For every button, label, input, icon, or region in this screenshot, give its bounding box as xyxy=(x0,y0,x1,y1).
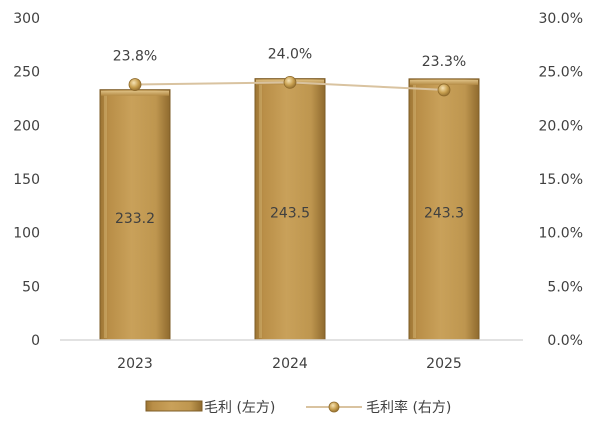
bar-top-highlight xyxy=(410,79,478,85)
bar xyxy=(254,78,326,341)
x-axis-category-label: 2025 xyxy=(426,356,462,372)
rate-line-series: 23.8% 24.0% 23.3% xyxy=(113,46,466,97)
right-axis-tick-label: 25.0% xyxy=(539,65,583,81)
rate-marker xyxy=(283,76,297,89)
bar-top-highlight xyxy=(101,90,169,96)
right-axis: 0.0% 5.0% 10.0% 15.0% 20.0% 25.0% 30.0% xyxy=(539,11,583,349)
rate-marker xyxy=(437,83,451,97)
x-axis-category-label: 2023 xyxy=(117,356,153,372)
legend-bar-label: 毛利 (左方) xyxy=(204,400,275,416)
left-axis-tick-label: 150 xyxy=(13,172,40,188)
right-axis-tick-label: 5.0% xyxy=(547,279,583,295)
bar xyxy=(408,78,480,341)
right-axis-tick-label: 30.0% xyxy=(539,11,583,27)
left-axis: 0 50 100 150 200 250 300 xyxy=(13,11,40,349)
bar-edge-highlight xyxy=(413,84,416,338)
left-axis-tick-label: 250 xyxy=(13,65,40,81)
rate-value-label: 24.0% xyxy=(268,46,312,62)
bar-edge-highlight xyxy=(259,84,262,338)
bar-edge-highlight xyxy=(104,95,107,338)
right-axis-tick-label: 15.0% xyxy=(539,172,583,188)
right-axis-tick-label: 0.0% xyxy=(547,333,583,349)
bar-value-label: 243.3 xyxy=(424,205,464,221)
left-axis-tick-label: 100 xyxy=(13,226,40,242)
legend: 毛利 (左方) 毛利率 (右方) xyxy=(145,399,451,416)
x-axis-category-label: 2024 xyxy=(272,356,308,372)
left-axis-tick-label: 200 xyxy=(13,118,40,134)
bar-value-label: 243.5 xyxy=(270,205,310,221)
bar-series: 233.2 243.5 243.3 xyxy=(99,78,480,341)
left-axis-tick-label: 0 xyxy=(31,333,40,349)
bar-value-label: 233.2 xyxy=(115,211,155,227)
rate-value-label: 23.8% xyxy=(113,49,157,65)
rate-marker xyxy=(128,78,142,91)
bar xyxy=(99,89,171,341)
right-axis-tick-label: 10.0% xyxy=(539,226,583,242)
legend-line-marker xyxy=(328,401,340,413)
x-axis-categories: 2023 2024 2025 xyxy=(117,356,462,372)
left-axis-tick-label: 50 xyxy=(22,279,40,295)
left-axis-tick-label: 300 xyxy=(13,11,40,27)
legend-bar-swatch xyxy=(145,400,203,412)
right-axis-tick-label: 20.0% xyxy=(539,118,583,134)
rate-value-label: 23.3% xyxy=(422,54,466,70)
legend-line-label: 毛利率 (右方) xyxy=(366,399,451,416)
